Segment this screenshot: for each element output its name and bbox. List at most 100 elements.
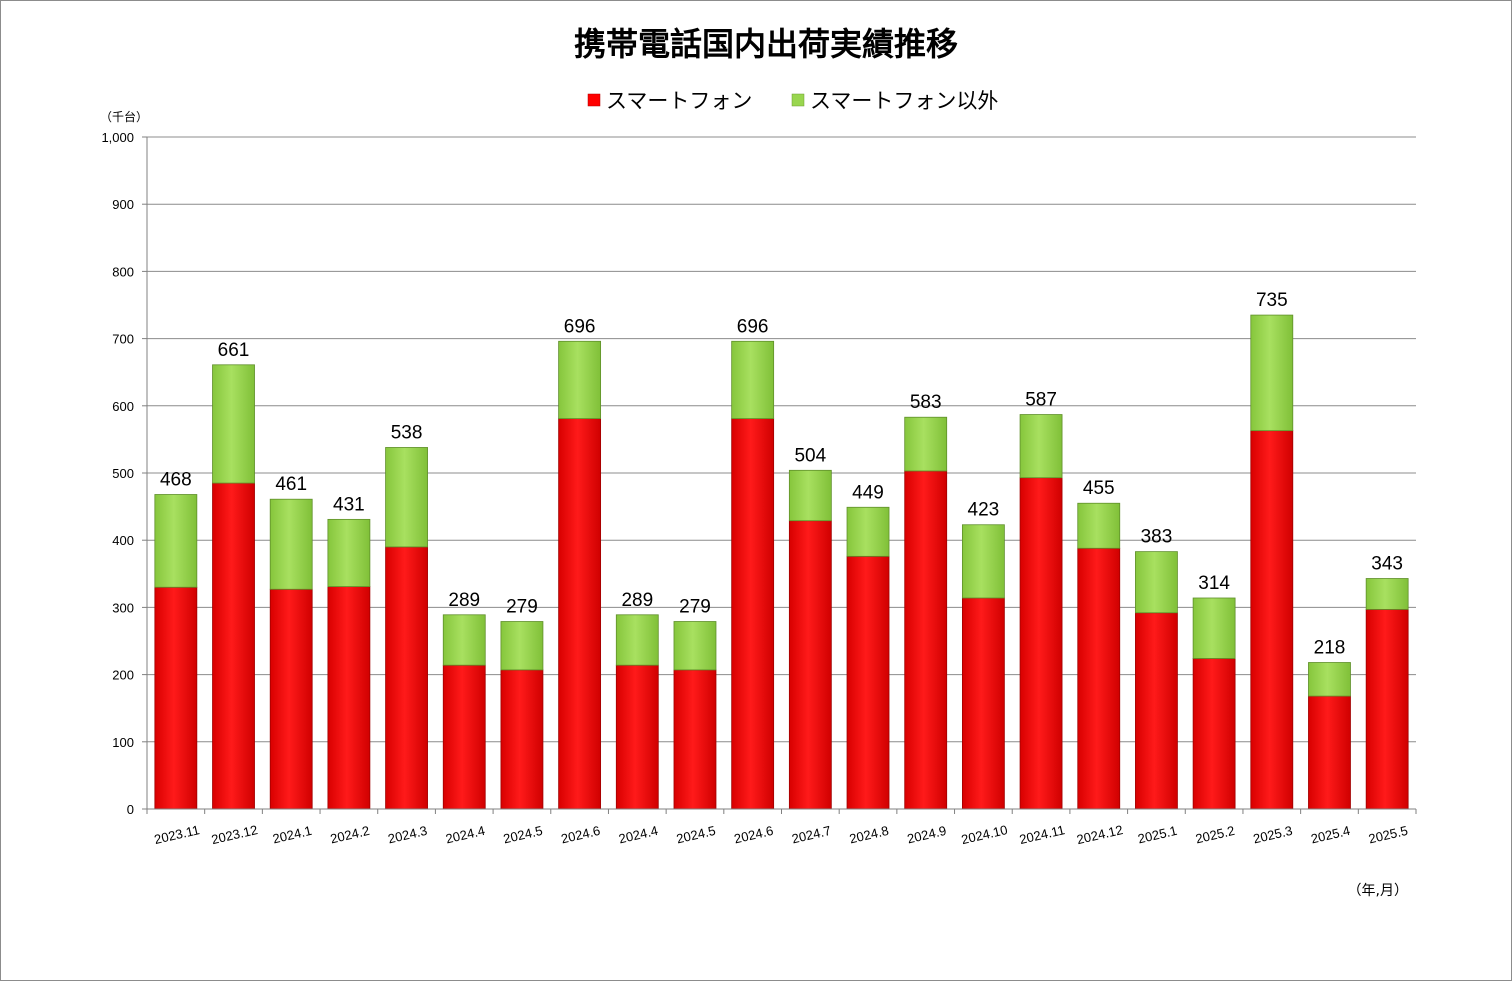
data-label-total: 461 [275, 474, 307, 495]
bar-smartphone [846, 555, 890, 810]
x-tick-label: 2025.3 [1252, 823, 1294, 847]
bar-smartphone [154, 586, 198, 810]
bar-smartphone [1250, 430, 1294, 810]
bar-non-smartphone [788, 469, 832, 522]
data-label-total: 279 [506, 597, 538, 618]
bar-smartphone [558, 418, 602, 810]
data-label-total: 279 [679, 597, 711, 618]
data-label-total: 449 [852, 482, 884, 503]
data-label-total: 661 [218, 340, 250, 361]
legend: スマートフォン スマートフォン以外 [587, 89, 998, 113]
data-label-total: 431 [333, 494, 365, 515]
y-tick-label: 200 [112, 668, 134, 683]
bar-non-smartphone [327, 518, 371, 587]
x-tick-label: 2024.1 [271, 823, 313, 847]
data-labels: 468 661 461 431 538 289 279 696 289 279 696 504 449 5… [160, 290, 1403, 658]
x-tick-label: 2024.2 [329, 823, 371, 847]
bar-non-smartphone [1365, 578, 1409, 610]
bar-smartphone [615, 664, 659, 810]
bar-non-smartphone [558, 340, 602, 419]
data-label-total: 504 [794, 445, 826, 466]
data-label-total: 383 [1141, 527, 1173, 548]
data-label-total: 343 [1371, 554, 1403, 575]
data-label-total: 289 [621, 590, 653, 611]
data-label-total: 583 [910, 392, 942, 413]
bar-non-smartphone [1019, 414, 1063, 479]
x-tick-label: 2024.11 [1018, 822, 1066, 847]
chart-title: 携帯電話国内出荷実績推移 [574, 25, 958, 63]
x-tick-label: 2024.9 [906, 823, 948, 847]
bar-non-smartphone [961, 524, 1005, 599]
bar-smartphone [269, 588, 313, 810]
bar-non-smartphone [442, 614, 486, 666]
bar-non-smartphone [846, 506, 890, 557]
legend-swatch-non-smartphone [791, 93, 805, 107]
bar-smartphone [442, 664, 486, 810]
data-label-total: 587 [1025, 390, 1057, 411]
data-label-total: 696 [737, 316, 769, 337]
bar-smartphone [500, 669, 544, 810]
data-label-total: 218 [1314, 638, 1346, 659]
bar-non-smartphone [154, 494, 198, 588]
bar-smartphone [788, 520, 832, 810]
bar-non-smartphone [269, 498, 313, 590]
bar-non-smartphone [1308, 662, 1351, 697]
data-label-total: 455 [1083, 478, 1115, 499]
bar-smartphone [1365, 609, 1409, 810]
x-tick-label: 2024.3 [386, 823, 428, 847]
bars [154, 314, 1409, 810]
bar-non-smartphone [904, 416, 948, 472]
y-tick-label: 0 [127, 802, 134, 817]
x-tick-label: 2024.7 [790, 823, 832, 847]
x-tick-label: 2024.5 [675, 823, 717, 847]
x-tick-label: 2024.4 [444, 823, 486, 847]
y-axis-unit-label: （千台） [100, 109, 148, 124]
x-tick-label: 2025.4 [1309, 823, 1351, 847]
bar-smartphone [1135, 612, 1178, 810]
y-tick-label: 700 [112, 332, 134, 347]
y-tick-label: 600 [112, 399, 134, 414]
legend-label-non-smartphone: スマートフォン以外 [810, 89, 998, 113]
data-label-total: 289 [448, 590, 480, 611]
x-tick-label: 2024.10 [960, 822, 1009, 847]
bar-non-smartphone [212, 364, 255, 484]
data-label-total: 468 [160, 470, 192, 491]
bar-smartphone [904, 470, 948, 810]
bar-non-smartphone [500, 621, 544, 671]
x-tick-label: 2024.4 [617, 823, 659, 847]
bar-smartphone [327, 586, 371, 810]
bar-non-smartphone [1077, 502, 1121, 549]
bar-smartphone [673, 669, 717, 810]
x-tick-label: 2025.1 [1136, 823, 1178, 847]
x-tick-label: 2023.11 [153, 822, 201, 847]
y-tick-label: 900 [112, 197, 134, 212]
data-label-total: 314 [1198, 573, 1230, 594]
y-tick-label: 100 [112, 735, 134, 750]
bar-smartphone [731, 418, 775, 810]
bar-smartphone [961, 597, 1005, 810]
x-tick-label: 2024.6 [560, 823, 602, 847]
y-tick-label: 1,000 [101, 130, 134, 145]
bar-non-smartphone [731, 340, 775, 419]
bar-smartphone [1308, 695, 1351, 810]
bar-smartphone [1019, 477, 1063, 810]
data-label-total: 696 [564, 316, 596, 337]
x-tick-label: 2024.5 [502, 823, 544, 847]
y-axis-ticks: 0 100 200 300 400 500 600 700 800 900 1,000 [101, 130, 147, 817]
x-tick-label: 2024.8 [848, 823, 890, 847]
bar-non-smartphone [673, 621, 717, 671]
bar-non-smartphone [1250, 314, 1294, 432]
x-tick-label: 2023.12 [210, 822, 259, 847]
y-tick-label: 300 [112, 600, 134, 615]
data-label-total: 538 [391, 422, 423, 443]
data-label-total: 423 [968, 500, 1000, 521]
x-axis-unit-label: （年,月） [1348, 883, 1408, 899]
bar-smartphone [1077, 547, 1121, 810]
x-tick-label: 2024.6 [733, 823, 775, 847]
x-tick-label: 2025.5 [1367, 823, 1409, 847]
bar-non-smartphone [1192, 597, 1236, 659]
y-tick-label: 500 [112, 466, 134, 481]
bar-non-smartphone [1135, 551, 1178, 614]
y-tick-label: 800 [112, 264, 134, 279]
